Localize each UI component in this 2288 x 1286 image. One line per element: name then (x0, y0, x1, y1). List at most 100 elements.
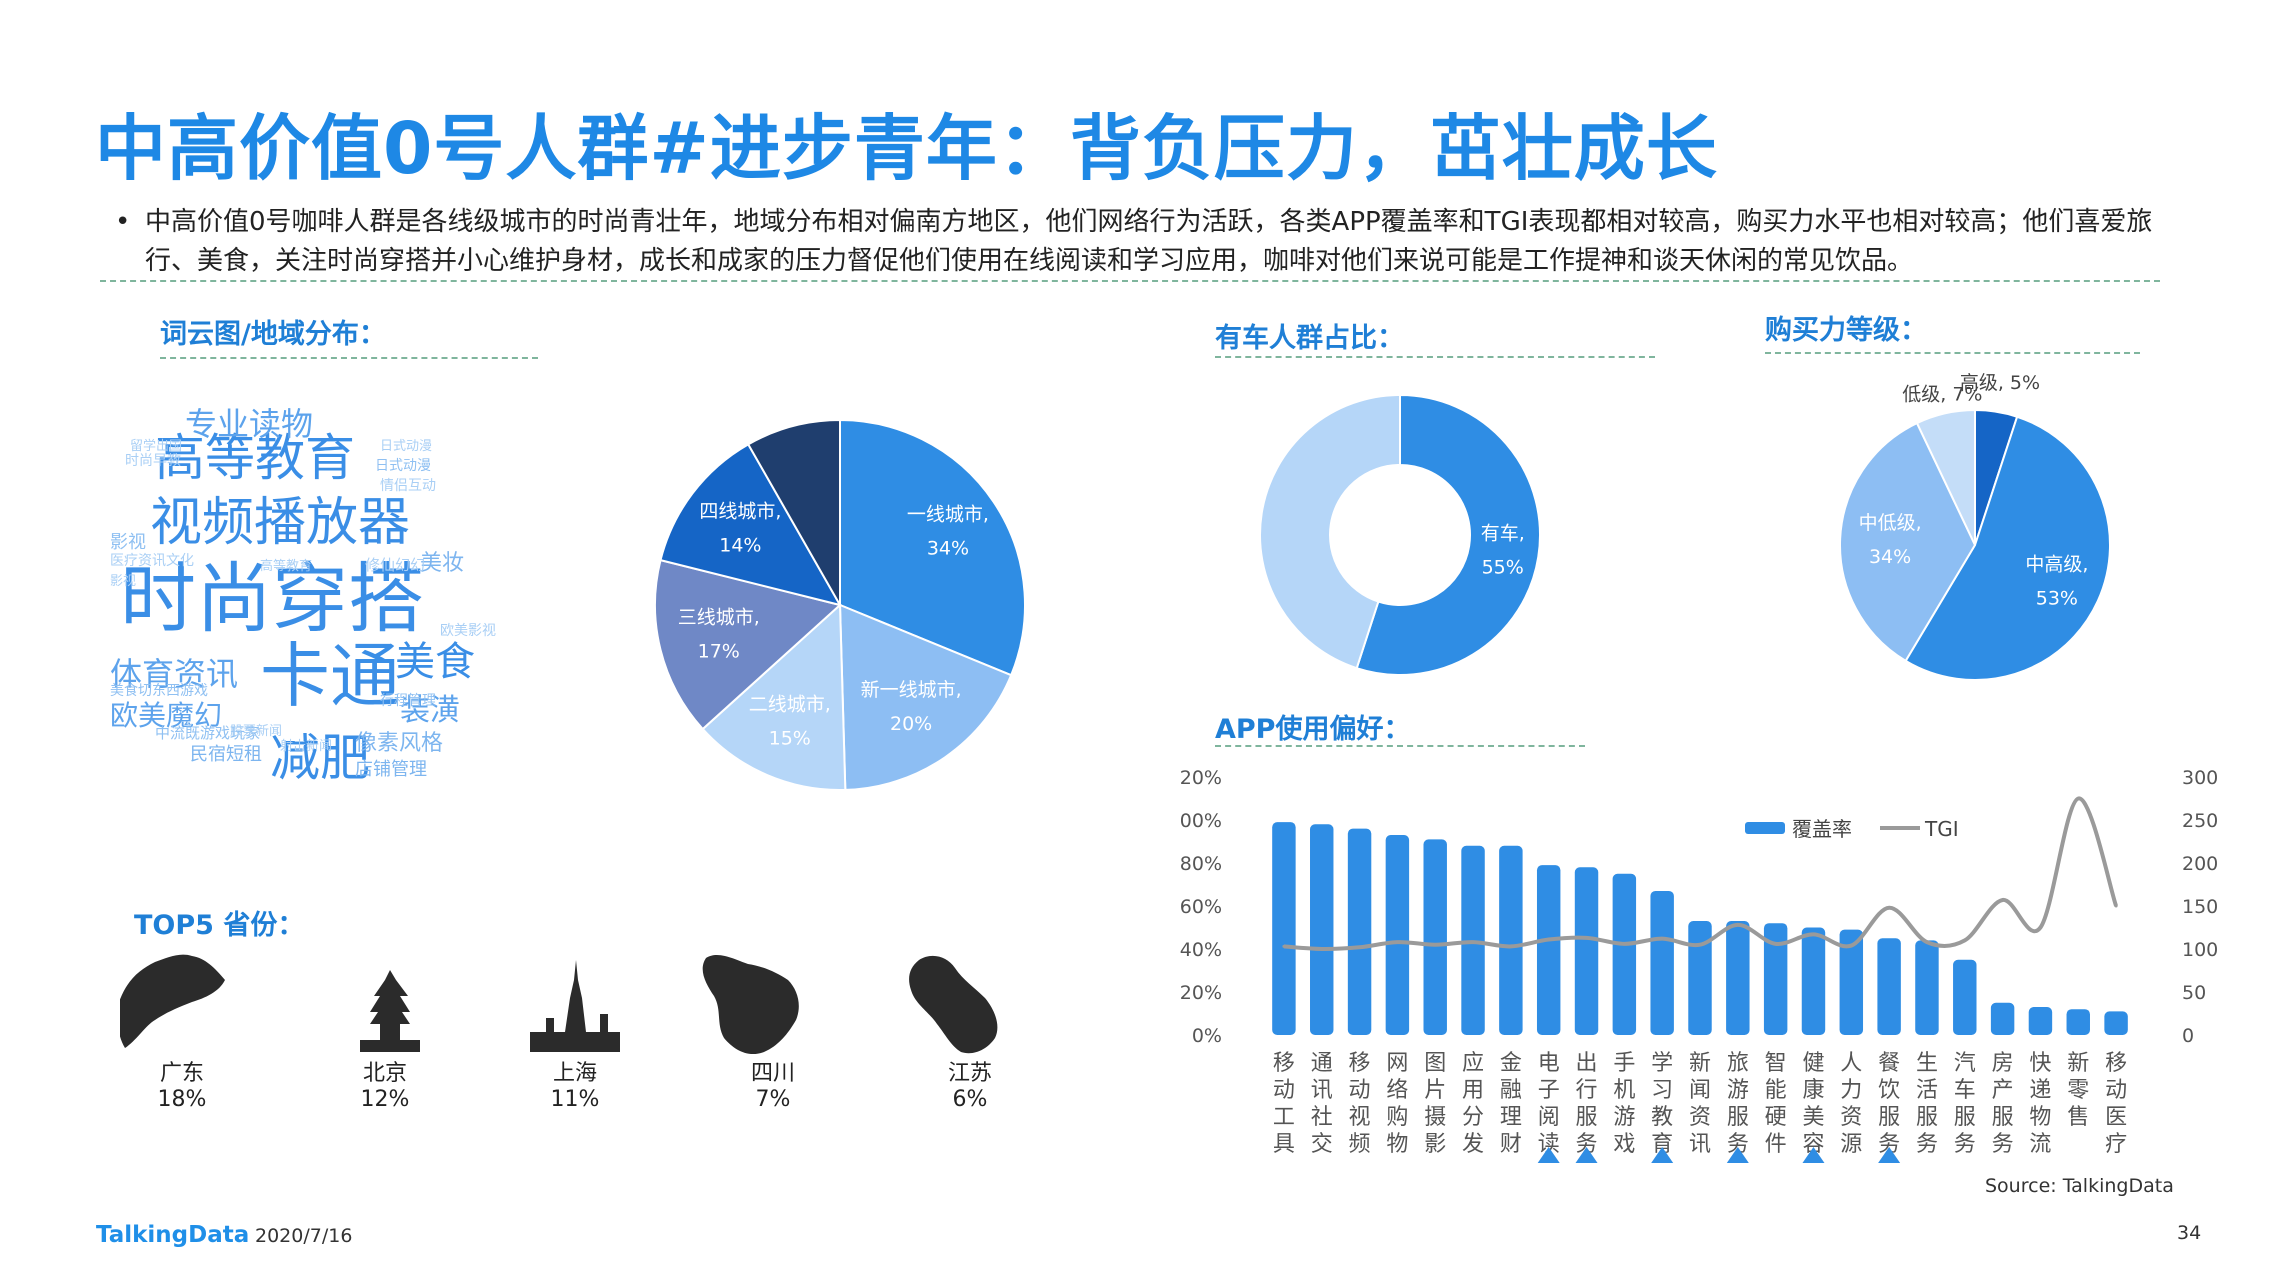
word-cloud-term: 专业读物 (185, 405, 313, 443)
coverage-bar (1272, 822, 1296, 1035)
y-right-tick: 0 (2182, 1025, 2194, 1047)
coverage-bar (1801, 927, 1826, 1035)
tgi-point (1736, 923, 1740, 927)
y-left-tick: 60% (1180, 896, 1222, 918)
word-cloud-term: 情侣互动 (380, 478, 436, 494)
sichuan-map-icon (702, 954, 799, 1055)
purchase-power-pie-chart: 高级, 5% 中高级, 53% 中低级, 34% 低级, 7% (1839, 372, 2111, 681)
x-tick-label: 电子阅读 (1538, 1051, 1560, 1157)
car-divider (1215, 356, 1655, 358)
province-pct: 6% (953, 1087, 988, 1112)
tgi-point (1547, 938, 1551, 942)
pie-label-2: 中低级, (1859, 512, 1922, 534)
tgi-point (2038, 926, 2042, 929)
tgi-point (1433, 943, 1437, 947)
x-tick-label: 健康美容 (1802, 1051, 1824, 1157)
x-tick-label: 金融理财 (1500, 1051, 1522, 1157)
pie-value-1: 20% (890, 713, 932, 735)
coverage-bar (1688, 921, 1712, 1035)
purchase-section-title: 购买力等级： (1765, 315, 1927, 346)
x-tick-label: 新闻资讯 (1689, 1051, 1711, 1157)
report-date: 2020/7/16 (255, 1225, 353, 1247)
x-tick-label: 智能硬件 (1765, 1051, 1787, 1157)
x-tick-label: 通讯社交 (1311, 1051, 1333, 1157)
province-name: 广东 (160, 1061, 204, 1086)
tgi-point (1471, 940, 1475, 944)
pie-slice-2 (1839, 421, 1977, 663)
province-pct: 18% (158, 1087, 207, 1112)
word-cloud-term: 美食 (395, 639, 475, 685)
provinces-section-title: TOP5 省份： (134, 910, 305, 941)
coverage-bar (1574, 867, 1599, 1035)
pie-label-1: 中高级, (2025, 553, 2088, 575)
coverage-bar (1347, 828, 1372, 1035)
word-cloud-term: 高等教育 (260, 558, 312, 574)
coverage-bar (1423, 839, 1447, 1035)
car-section-title: 有车人群占比： (1215, 323, 1404, 354)
highlight-marker-icon (1726, 1147, 1749, 1163)
pie-slice-3 (1915, 408, 1976, 546)
y-right-tick: 250 (2182, 810, 2218, 832)
province-name: 江苏 (948, 1061, 992, 1086)
x-tick-label: 手机游戏 (1613, 1051, 1635, 1157)
legend-tgi-label: TGI (1924, 817, 1959, 841)
word-cloud-term: 店铺管理 (355, 759, 427, 780)
pie-slice-0 (839, 418, 1026, 677)
summary-text: 中高价值0号咖啡人群是各线级城市的时尚青壮年，地域分布相对偏南方地区，他们网络行… (145, 207, 2153, 276)
purchase-divider (1765, 352, 2140, 354)
word-cloud-term: 修仙幻幻 (365, 556, 425, 574)
x-tick-label: 房产服务 (1992, 1051, 2014, 1157)
pie-slice-1 (838, 603, 1013, 791)
tgi-point (1622, 942, 1626, 946)
word-cloud-term: 视频播放器 (150, 493, 410, 553)
tgi-point (1320, 947, 1324, 951)
tgi-point (1358, 945, 1362, 949)
shanghai-skyline-icon (530, 960, 620, 1052)
word-cloud-term: 中流既游戏玩家 (155, 724, 260, 742)
wordcloud-divider (160, 357, 538, 359)
pie-label-0: 一线城市, (907, 504, 989, 526)
word-cloud-term: 欧美影视 (440, 623, 496, 639)
word-cloud-term: 行程管理 (380, 693, 436, 709)
word-cloud-term: 美食切东西游戏 (110, 682, 208, 699)
coverage-bar (1612, 873, 1637, 1035)
highlight-marker-icon (1802, 1147, 1825, 1163)
tgi-point (1282, 944, 1286, 948)
y-left-tick: 100% (1180, 810, 1222, 832)
highlight-marker-icon (1878, 1147, 1901, 1163)
x-tick-label: 旅游服务 (1727, 1051, 1749, 1157)
coverage-bar (1953, 959, 1977, 1035)
y-left-tick: 0% (1192, 1025, 1222, 1047)
x-tick-label: 学习教育 (1651, 1051, 1673, 1157)
pie-value-1: 53% (2036, 587, 2078, 609)
pie-label-5: 五线城市, 9% (726, 400, 844, 402)
app-section-title: APP使用偏好： (1215, 714, 1411, 745)
x-tick-label: 移动视频 (1349, 1051, 1371, 1157)
y-right-tick: 100 (2182, 939, 2218, 961)
word-cloud-term: 装潢 (400, 693, 460, 728)
word-cloud-term: 美妆 (420, 551, 464, 576)
coverage-bar (1385, 835, 1410, 1035)
province-item: 江苏6% (909, 955, 998, 1112)
coverage-bar (1310, 824, 1334, 1035)
y-right-tick: 50 (2182, 982, 2206, 1004)
pie-slice-0 (1355, 393, 1541, 676)
car-ownership-donut-chart: 有车, 55% (1259, 393, 1541, 676)
tgi-point (1887, 906, 1891, 910)
x-tick-label: 餐饮服务 (1878, 1051, 1900, 1157)
legend-coverage-label: 覆盖率 (1792, 817, 1852, 841)
pie-label-0: 有车, (1481, 522, 1525, 544)
pie-value-3: 17% (698, 640, 740, 662)
coverage-bar (2066, 1009, 2090, 1035)
x-tick-label: 出行服务 (1576, 1051, 1598, 1157)
word-cloud-term: 医疗资讯文化 (110, 553, 194, 569)
coverage-bar (1763, 923, 1788, 1035)
coverage-bar (1915, 940, 1939, 1035)
x-tick-label: 应用分发 (1462, 1051, 1484, 1157)
city-tier-pie-chart: 一线城市, 34% 新一线城市, 20% 二线城市, 15% 三线城市, 17% 四线城市, 14… (654, 400, 1026, 791)
x-tick-label: 图片摄影 (1424, 1051, 1446, 1157)
coverage-bar (2104, 1011, 2128, 1035)
page-title: 中高价值0号人群#进步青年：背负压力，茁壮成长 (95, 107, 1718, 190)
pie-value-4: 14% (719, 535, 761, 557)
